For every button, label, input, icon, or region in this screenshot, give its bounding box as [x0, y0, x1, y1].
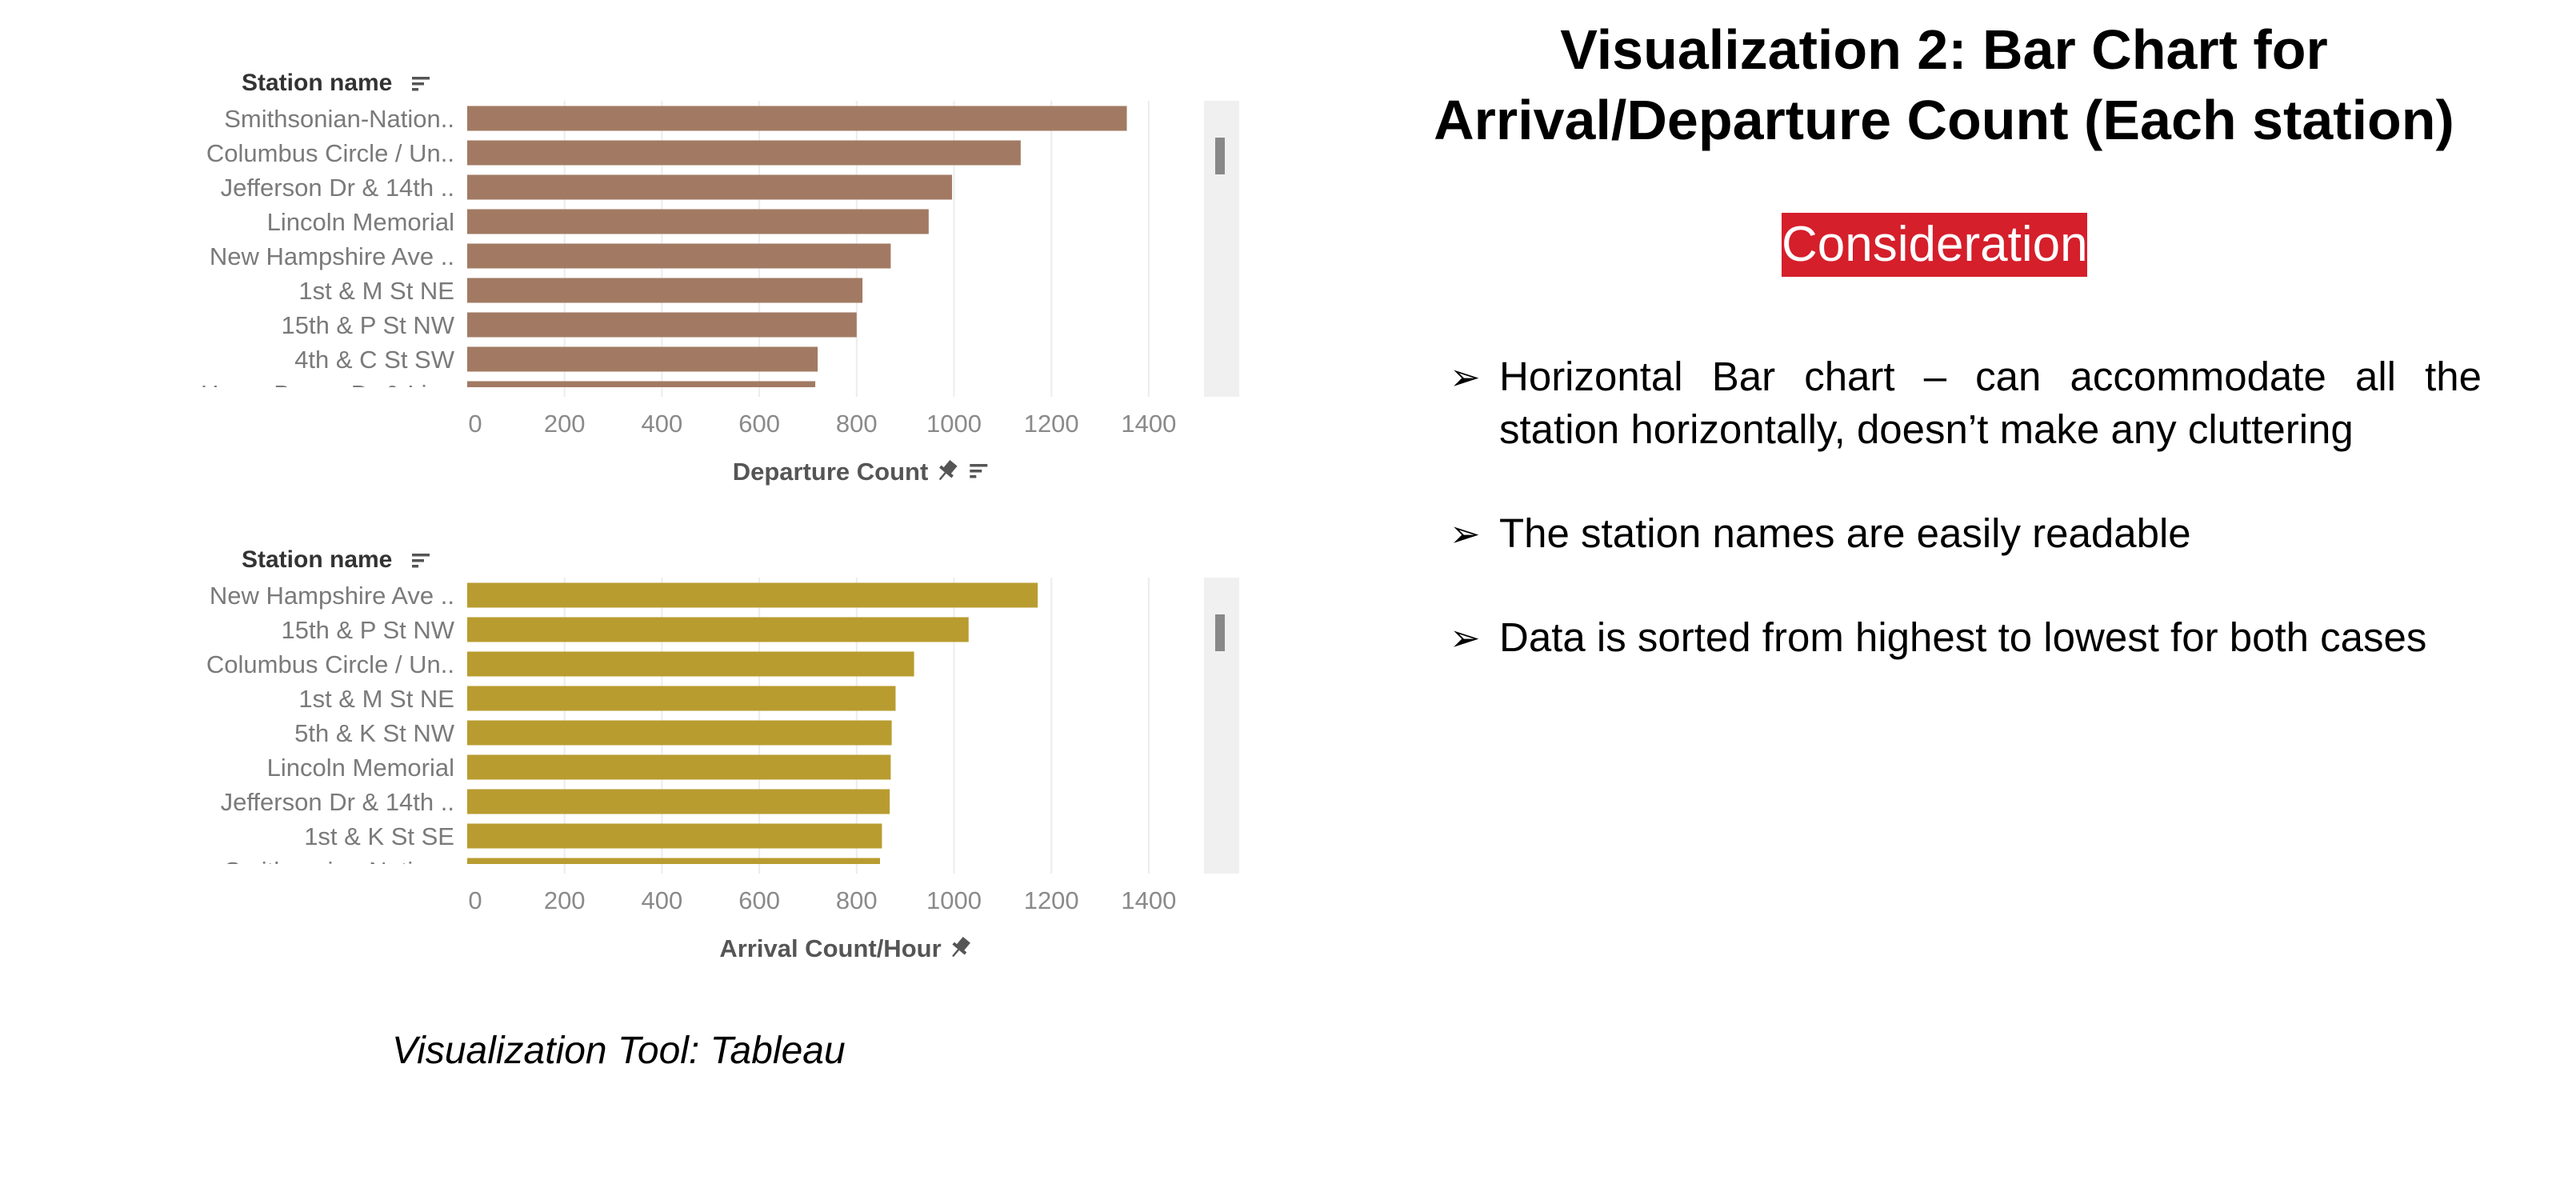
category-label: New Hampshire Ave .. — [210, 242, 454, 270]
x-tick-label: 1200 — [1024, 886, 1079, 914]
category-label: 4th & C St SW — [294, 346, 455, 374]
x-tick-label: 600 — [738, 886, 780, 914]
category-label: Lincoln Memorial — [267, 208, 454, 236]
bar — [467, 209, 929, 234]
bullet-text: Data is sorted from highest to lowest fo… — [1499, 614, 2427, 660]
bar — [467, 174, 953, 200]
bar — [467, 278, 863, 303]
arrow-bullet-icon: ➢ — [1450, 356, 1481, 398]
slide-title-line-1: Visualization 2: Bar Chart for — [1560, 18, 2328, 81]
category-label: 5th & K St NW — [294, 719, 455, 747]
x-tick-label: 1400 — [1121, 410, 1176, 438]
x-tick-label: 1000 — [926, 410, 982, 438]
category-label: Lincoln Memorial — [267, 754, 454, 782]
pin-icon — [938, 459, 958, 481]
x-tick-label: 1200 — [1024, 410, 1079, 438]
bar — [467, 686, 896, 711]
bar — [467, 617, 969, 642]
scrollbar-thumb — [1215, 614, 1225, 651]
bar — [467, 140, 1021, 166]
chart-svg: Station name New Hampshire Ave .. 15th & P… — [206, 546, 1239, 962]
category-label: 1st & M St NE — [298, 277, 454, 305]
bar — [467, 789, 890, 814]
row-header: Station name — [242, 70, 392, 96]
category-label: 15th & P St NW — [281, 311, 454, 339]
category-label: Jefferson Dr & 14th .. — [221, 788, 454, 816]
x-tick-label: 800 — [836, 886, 878, 914]
bullet-item: ➢ The station names are easily readable — [1450, 507, 2482, 560]
category-label: Henry Bacon Dr & Lin.. — [201, 380, 454, 408]
slide-title: Visualization 2: Bar Chart for Arrival/D… — [1408, 14, 2480, 155]
bullet-item: ➢ Data is sorted from highest to lowest … — [1450, 611, 2482, 664]
bar — [467, 858, 881, 864]
arrow-bullet-icon: ➢ — [1450, 617, 1481, 658]
category-label: 1st & K St SE — [304, 822, 454, 850]
x-tick-label: 600 — [738, 410, 780, 438]
x-tick-label: 0 — [468, 410, 482, 438]
x-tick-label: 400 — [642, 410, 683, 438]
category-label: Columbus Circle / Un.. — [206, 650, 454, 678]
row-header: Station name — [242, 546, 392, 573]
bullet-text: Horizontal Bar chart – can accommodate a… — [1499, 354, 2482, 452]
bar — [467, 312, 857, 338]
x-axis-title: Departure Count — [733, 458, 929, 486]
category-label: Columbus Circle / Un.. — [206, 139, 454, 167]
bullet-text: The station names are easily readable — [1499, 510, 2191, 556]
scrollbar-thumb — [1215, 138, 1225, 174]
sort-icon — [412, 554, 430, 568]
departure-count-chart: Station name Smithsonian-Nation.. Columbus… — [0, 64, 1280, 528]
bar — [467, 243, 891, 269]
bar — [467, 823, 882, 849]
bar — [467, 106, 1127, 131]
x-axis-title: Arrival Count/Hour — [719, 934, 941, 962]
slide-title-line-2: Arrival/Departure Count (Each station) — [1434, 89, 2454, 151]
bar — [467, 651, 914, 677]
category-label: Smithsonian-Nation.. — [224, 105, 454, 133]
bar — [467, 754, 891, 780]
category-label: 15th & P St NW — [281, 616, 454, 644]
pin-icon — [952, 936, 970, 958]
x-tick-label: 200 — [544, 886, 586, 914]
category-label: Jefferson Dr & 14th .. — [221, 174, 454, 202]
category-label: New Hampshire Ave .. — [210, 582, 454, 610]
x-tick-label: 1400 — [1121, 886, 1176, 914]
category-label: Smithsonian-Nation.. — [224, 857, 454, 885]
chart-svg: Station name Smithsonian-Nation.. Columbus… — [201, 70, 1239, 486]
arrow-bullet-icon: ➢ — [1450, 513, 1481, 554]
bar — [467, 720, 892, 746]
x-tick-label: 400 — [642, 886, 683, 914]
arrival-count-chart: Station name New Hampshire Ave .. 15th & P… — [0, 541, 1280, 1005]
bars-group: Smithsonian-Nation.. Columbus Circle / Un… — [201, 105, 1127, 408]
x-tick-label: 800 — [836, 410, 878, 438]
bar — [467, 381, 816, 387]
sort-icon — [970, 464, 988, 478]
category-label: 1st & M St NE — [298, 685, 454, 713]
bar — [467, 582, 1038, 608]
bar — [467, 346, 818, 372]
bars-group: New Hampshire Ave .. 15th & P St NW Columb… — [206, 582, 1038, 885]
tool-caption: Visualization Tool: Tableau — [392, 1030, 846, 1072]
consideration-label: Consideration — [1782, 213, 2088, 277]
sort-icon — [412, 77, 430, 91]
x-tick-label: 200 — [544, 410, 586, 438]
x-tick-label: 0 — [468, 886, 482, 914]
bullet-item: ➢ Horizontal Bar chart – can accommodate… — [1450, 350, 2482, 456]
x-tick-label: 1000 — [926, 886, 982, 914]
